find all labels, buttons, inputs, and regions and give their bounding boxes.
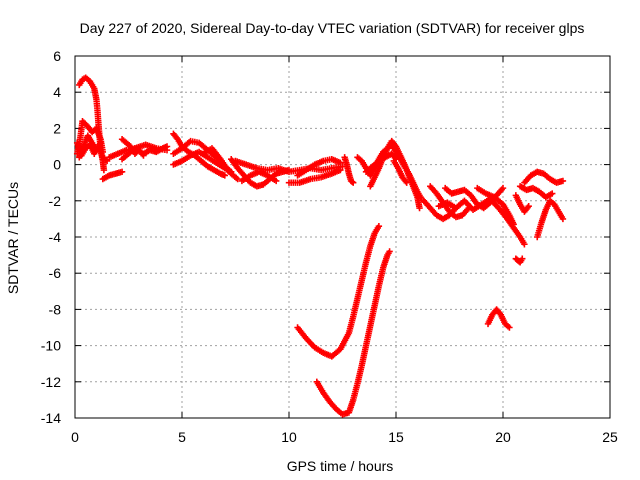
data-point bbox=[549, 190, 556, 197]
data-track bbox=[294, 222, 383, 360]
plot-frame bbox=[74, 55, 611, 419]
data-track bbox=[341, 154, 357, 186]
data-track bbox=[76, 132, 104, 161]
data-track bbox=[512, 255, 526, 266]
x-axis-label: GPS time / hours bbox=[287, 458, 394, 474]
data-track bbox=[484, 306, 513, 331]
y-tick-label: -12 bbox=[41, 374, 61, 390]
data-track bbox=[285, 166, 344, 186]
x-tick-label: 5 bbox=[178, 429, 186, 445]
data-point bbox=[163, 146, 171, 154]
data-point bbox=[521, 241, 528, 248]
y-axis-label: SDTVAR / TECUs bbox=[5, 182, 21, 294]
data-track bbox=[435, 195, 528, 248]
data-series bbox=[73, 74, 567, 418]
x-axis-tick-labels: 0 5 10 15 20 25 bbox=[71, 429, 618, 445]
data-track bbox=[362, 150, 400, 176]
data-point bbox=[221, 172, 228, 179]
data-track bbox=[427, 183, 472, 221]
y-tick-label: -4 bbox=[49, 229, 62, 245]
x-tick-label: 15 bbox=[388, 429, 404, 445]
data-point bbox=[348, 178, 356, 185]
data-track bbox=[474, 184, 517, 228]
data-track bbox=[516, 183, 556, 201]
y-tick-label: -10 bbox=[41, 338, 61, 354]
data-track bbox=[106, 141, 171, 161]
data-point bbox=[100, 166, 108, 174]
data-point bbox=[103, 157, 111, 165]
x-tick-label: 0 bbox=[71, 429, 79, 445]
x-tick-label: 25 bbox=[602, 429, 618, 445]
y-tick-label: 0 bbox=[53, 157, 61, 173]
data-point bbox=[416, 204, 423, 212]
chart-title: Day 227 of 2020, Sidereal Day-to-day VTE… bbox=[80, 20, 585, 36]
x-tick-label: 20 bbox=[495, 429, 511, 445]
data-point bbox=[350, 179, 357, 186]
data-point bbox=[97, 139, 104, 147]
data-point bbox=[375, 222, 383, 230]
y-tick-label: -8 bbox=[49, 301, 62, 317]
data-track bbox=[99, 168, 126, 183]
data-track bbox=[512, 192, 532, 215]
data-point bbox=[386, 248, 393, 255]
data-track bbox=[294, 155, 344, 179]
data-point bbox=[559, 215, 567, 223]
data-point bbox=[506, 324, 513, 331]
data-track bbox=[313, 248, 393, 418]
y-tick-label: 4 bbox=[53, 84, 61, 100]
data-point bbox=[519, 255, 526, 262]
data-point bbox=[337, 166, 344, 174]
y-tick-label: -2 bbox=[49, 193, 62, 209]
data-point bbox=[510, 221, 517, 228]
data-point bbox=[337, 159, 344, 166]
data-track bbox=[238, 168, 280, 185]
data-point bbox=[118, 168, 126, 176]
data-track bbox=[521, 168, 567, 186]
data-point bbox=[499, 184, 507, 192]
y-tick-label: -6 bbox=[49, 265, 62, 281]
data-track bbox=[367, 137, 423, 212]
y-tick-label: -14 bbox=[41, 410, 61, 426]
y-tick-label: 6 bbox=[53, 48, 61, 64]
data-point bbox=[272, 177, 280, 185]
grid bbox=[75, 56, 610, 418]
data-point bbox=[525, 203, 532, 210]
y-axis-tick-labels: -14 -12 -10 -8 -6 -4 -2 0 2 4 6 bbox=[41, 48, 61, 426]
data-track bbox=[390, 157, 410, 186]
y-tick-label: 2 bbox=[53, 120, 61, 136]
data-point bbox=[559, 177, 567, 185]
data-point bbox=[234, 175, 241, 183]
x-tick-label: 10 bbox=[281, 429, 297, 445]
data-track bbox=[200, 145, 241, 183]
data-point bbox=[403, 179, 410, 186]
data-track bbox=[534, 197, 567, 241]
